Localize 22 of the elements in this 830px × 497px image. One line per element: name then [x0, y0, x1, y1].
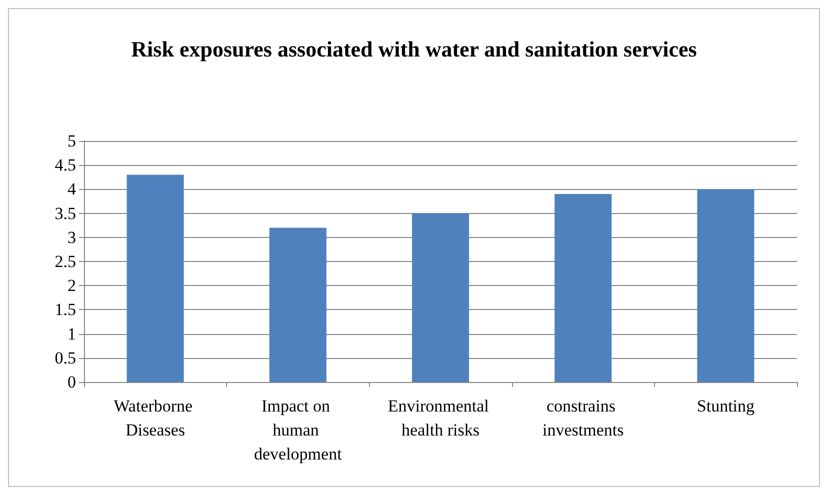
y-tick-label: 3.5: [54, 204, 76, 223]
y-tick-label: 2: [68, 276, 76, 296]
x-tick-label: Impact on human development: [254, 396, 342, 464]
bar: [126, 174, 184, 382]
y-tick-label: 2.5: [54, 252, 76, 271]
y-tick-label: 0.5: [54, 348, 76, 368]
y-tick-label: 1.5: [54, 300, 76, 320]
bar: [554, 194, 612, 382]
x-tick-label: Waterborne Diseases: [114, 396, 197, 440]
y-tick-label: 4.5: [54, 156, 76, 175]
y-tick-label: 1: [68, 324, 76, 344]
bar: [697, 189, 754, 382]
chart-title: Risk exposures associated with water and sanitation services: [131, 36, 698, 62]
bar: [269, 228, 326, 382]
y-tick-label: 4: [68, 180, 76, 199]
y-tick-label: 5: [68, 132, 76, 150]
x-tick-label: Stunting: [696, 396, 756, 416]
y-tick-label: 0: [68, 372, 76, 392]
bar: [412, 213, 470, 382]
x-tick-label: constrains investments: [542, 396, 624, 440]
y-tick-label: 3: [68, 228, 76, 247]
x-tick-label: Environmental health risks: [388, 396, 494, 440]
